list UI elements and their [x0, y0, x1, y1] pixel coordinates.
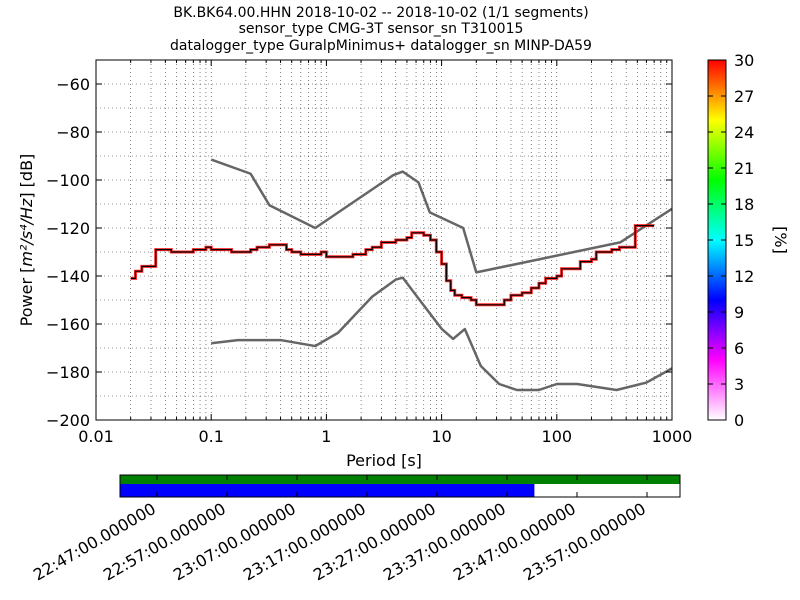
colorbar-tick-label: 24	[734, 123, 754, 142]
used-coverage-bar	[120, 484, 535, 497]
plot-area: 0.01 0.1 1 10 100 1000 −60 −80 −100 −120 −140 −160 −…	[46, 59, 692, 446]
y-tick-label: −120	[46, 219, 90, 238]
time-tick-label: 22:57:00.000000	[100, 499, 229, 584]
time-tick-label: 23:47:00.000000	[450, 499, 579, 584]
y-tick-label: −140	[46, 267, 90, 286]
low-noise-model-line	[211, 276, 673, 392]
chart-title-line-2: sensor_type CMG-3T sensor_sn T310015	[239, 21, 524, 37]
colorbar-tick-label: 12	[734, 267, 754, 286]
colorbar-tick-label: 30	[734, 51, 754, 70]
colorbar-ticks: 0 3 6 9 12 15 18 21 24 27 30	[708, 51, 754, 430]
y-tick-label: −200	[46, 411, 90, 430]
data-coverage-bar	[120, 475, 680, 484]
x-tick-label: 1	[321, 427, 331, 446]
colorbar-label: [%]	[771, 226, 790, 254]
y-tick-label: −180	[46, 363, 90, 382]
y-axis-label-prefix: Power [	[17, 267, 36, 327]
y-tick-label: −160	[46, 315, 90, 334]
chart-title-line-1: BK.BK64.00.HHN 2018-10-02 -- 2018-10-02 …	[173, 5, 588, 21]
time-coverage-bar: 22:47:00.00000022:57:00.00000023:07:00.0…	[30, 474, 681, 584]
x-tick-label: 1000	[652, 427, 693, 446]
time-bar-frame	[119, 474, 681, 498]
time-tick-label: 23:37:00.000000	[380, 499, 509, 584]
axis-ticks: 0.01 0.1 1 10 100 1000 −60 −80 −100 −120 −140 −160 −…	[46, 60, 692, 446]
colorbar-tick-label: 18	[734, 195, 754, 214]
time-tick-label: 23:57:00.000000	[520, 499, 649, 584]
y-tick-label: −80	[56, 123, 90, 142]
x-tick-label: 10	[431, 427, 451, 446]
time-tick-label: 23:27:00.000000	[310, 499, 439, 584]
psd-mode-line	[130, 225, 655, 306]
x-axis-label: Period [s]	[346, 451, 422, 470]
colorbar-tick-label: 3	[734, 375, 744, 394]
high-noise-model-line	[210, 158, 673, 274]
colorbar-tick-label: 21	[734, 159, 754, 178]
colorbar-tick-label: 9	[734, 303, 744, 322]
colorbar-tick-label: 6	[734, 339, 744, 358]
y-axis-label-units: m²/s⁴/Hz	[17, 198, 36, 267]
x-tick-label: 100	[542, 427, 573, 446]
time-tick-label: 22:47:00.000000	[30, 499, 159, 584]
time-tick-label: 23:07:00.000000	[170, 499, 299, 584]
time-tick-label: 23:17:00.000000	[240, 499, 369, 584]
colorbar-tick-label: 0	[734, 411, 744, 430]
series-lines	[130, 158, 673, 392]
colorbar-tick-label: 27	[734, 87, 754, 106]
chart-title-line-3: datalogger_type GuralpMinimus+ datalogge…	[170, 38, 592, 54]
colorbar: 0 3 6 9 12 15 18 21 24 27 30 [%]	[707, 51, 790, 430]
y-axis-label: Power [m²/s⁴/Hz] [dB]	[17, 154, 36, 327]
colorbar-tick-label: 15	[734, 231, 754, 250]
y-tick-label: −60	[56, 75, 90, 94]
plot-background	[96, 60, 672, 420]
grid-lines	[95, 60, 672, 420]
y-axis-label-suffix: ] [dB]	[17, 154, 36, 199]
x-tick-label: 0.01	[78, 427, 114, 446]
x-tick-label: 0.1	[198, 427, 223, 446]
plot-frame	[95, 59, 673, 421]
y-tick-label: −100	[46, 171, 90, 190]
